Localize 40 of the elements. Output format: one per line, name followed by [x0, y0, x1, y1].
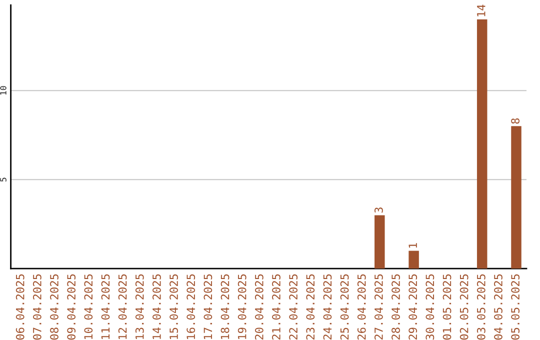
x-tick-label: 04.05.2025: [494, 274, 502, 340]
x-tick-label: 26.04.2025: [357, 274, 366, 340]
x-tick-label: 18.04.2025: [220, 274, 230, 340]
x-tick-label: 13.04.2025: [135, 274, 144, 340]
data-label: 3: [374, 208, 383, 213]
x-tick-label: 03.05.2025: [476, 274, 486, 340]
x-tick-label: 15.04.2025: [170, 274, 178, 340]
x-tick-label: 08.04.2025: [50, 274, 58, 340]
x-tick-label: 21.04.2025: [272, 274, 280, 340]
bar: [408, 250, 419, 269]
x-tick-label: 05.05.2025: [511, 274, 520, 340]
x-tick-label: 02.05.2025: [460, 274, 468, 340]
x-tick-label: 29.04.2025: [408, 274, 418, 340]
x-tick-label: 22.04.2025: [289, 274, 298, 340]
x-tick-label: 12.04.2025: [118, 274, 127, 340]
x-tick-label: 16.04.2025: [186, 274, 196, 340]
x-tick-label: 01.05.2025: [442, 274, 452, 340]
data-label: 14: [477, 4, 486, 16]
x-tick-label: 28.04.2025: [392, 274, 400, 340]
x-tick-label: 07.04.2025: [32, 274, 42, 340]
x-tick-label: 17.04.2025: [204, 274, 212, 340]
y-tick-label: 5: [0, 178, 6, 182]
x-tick-label: 06.04.2025: [16, 274, 24, 340]
bar: [511, 126, 522, 269]
x-tick-label: 09.04.2025: [67, 274, 76, 340]
x-tick-label: 27.04.2025: [374, 274, 383, 340]
x-tick-label: 14.04.2025: [152, 274, 161, 340]
data-label: 1: [408, 243, 417, 248]
y-tick-label: 10: [0, 86, 6, 95]
x-tick-label: 24.04.2025: [323, 274, 332, 340]
data-label: 8: [511, 118, 520, 124]
x-tick-label: 19.04.2025: [238, 274, 246, 340]
bar: [374, 215, 385, 269]
x-tick-label: 30.04.2025: [426, 274, 434, 340]
x-tick-label: 23.04.2025: [306, 274, 315, 340]
x-tick-label: 11.04.2025: [101, 274, 110, 340]
x-tick-label: 20.04.2025: [254, 274, 264, 340]
bar: [476, 19, 488, 269]
x-tick-label: 10.04.2025: [84, 274, 93, 340]
x-tick-label: 25.04.2025: [340, 274, 349, 340]
